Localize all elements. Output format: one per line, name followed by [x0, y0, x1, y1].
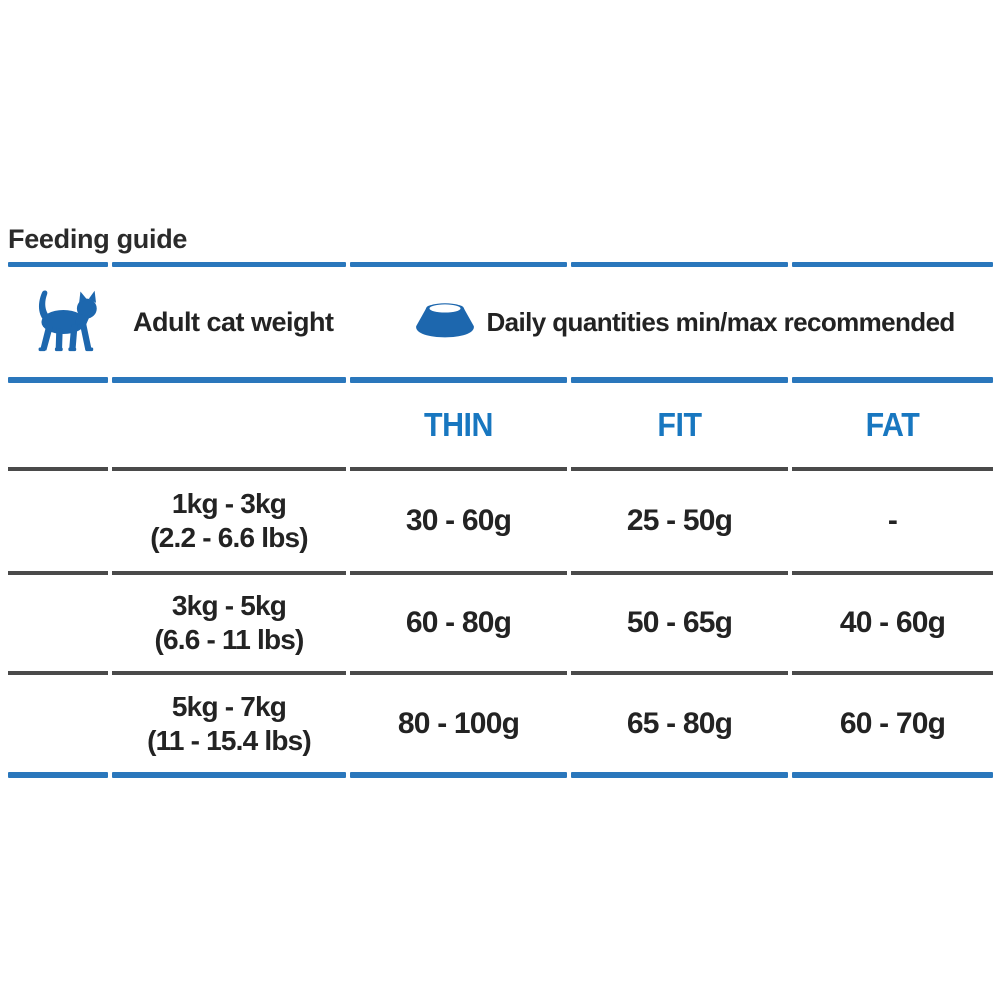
- fit-quantity: 25 - 50g: [626, 504, 733, 537]
- weight-range-cell: 3kg - 5kg (6.6 - 11 lbs): [112, 589, 346, 656]
- column-header-row: THIN FIT FAT: [8, 383, 993, 467]
- feeding-guide-title: Feeding guide: [8, 224, 188, 254]
- table-row: 1kg - 3kg (2.2 - 6.6 lbs) 30 - 60g 25 - …: [8, 471, 993, 571]
- row-separator: [8, 671, 993, 675]
- table-row: 5kg - 7kg (11 - 15.4 lbs) 80 - 100g 65 -…: [8, 675, 993, 772]
- column-header-thin: THIN: [424, 406, 493, 443]
- weight-kg: 1kg - 3kg: [171, 488, 287, 520]
- header-underline: [8, 377, 993, 383]
- column-header-fit: FIT: [657, 406, 702, 443]
- title-underline: [8, 262, 993, 267]
- weight-kg: 3kg - 5kg: [171, 590, 287, 622]
- thin-quantity: 80 - 100g: [397, 706, 520, 740]
- weight-range-cell: 1kg - 3kg (2.2 - 6.6 lbs): [112, 487, 346, 554]
- column-header-fat: FAT: [865, 406, 920, 443]
- adult-cat-weight-label: Adult cat weight: [133, 306, 334, 337]
- fat-quantity: 60 - 70g: [839, 706, 946, 740]
- weight-lbs: (2.2 - 6.6 lbs): [150, 522, 308, 553]
- weight-lbs: (6.6 - 11 lbs): [154, 624, 304, 655]
- table-bottom-line: [8, 772, 993, 778]
- cat-icon: [38, 290, 97, 352]
- fat-quantity: 40 - 60g: [839, 606, 946, 639]
- weight-lbs: (11 - 15.4 lbs): [147, 724, 312, 756]
- thin-quantity: 30 - 60g: [405, 504, 512, 537]
- fit-quantity: 50 - 65g: [626, 606, 733, 639]
- bowl-icon: [415, 303, 474, 338]
- fit-quantity: 65 - 80g: [626, 706, 733, 740]
- daily-quantities-label: Daily quantities min/max recommended: [486, 306, 956, 337]
- fat-quantity: -: [887, 504, 898, 537]
- thin-quantity: 60 - 80g: [405, 606, 512, 639]
- row-separator: [8, 467, 993, 471]
- table-header-band: Adult cat weight Daily quantities min/ma…: [8, 267, 993, 377]
- weight-kg: 5kg - 7kg: [171, 690, 287, 722]
- table-row: 3kg - 5kg (6.6 - 11 lbs) 60 - 80g 50 - 6…: [8, 575, 993, 671]
- row-separator: [8, 571, 993, 575]
- weight-range-cell: 5kg - 7kg (11 - 15.4 lbs): [112, 690, 346, 757]
